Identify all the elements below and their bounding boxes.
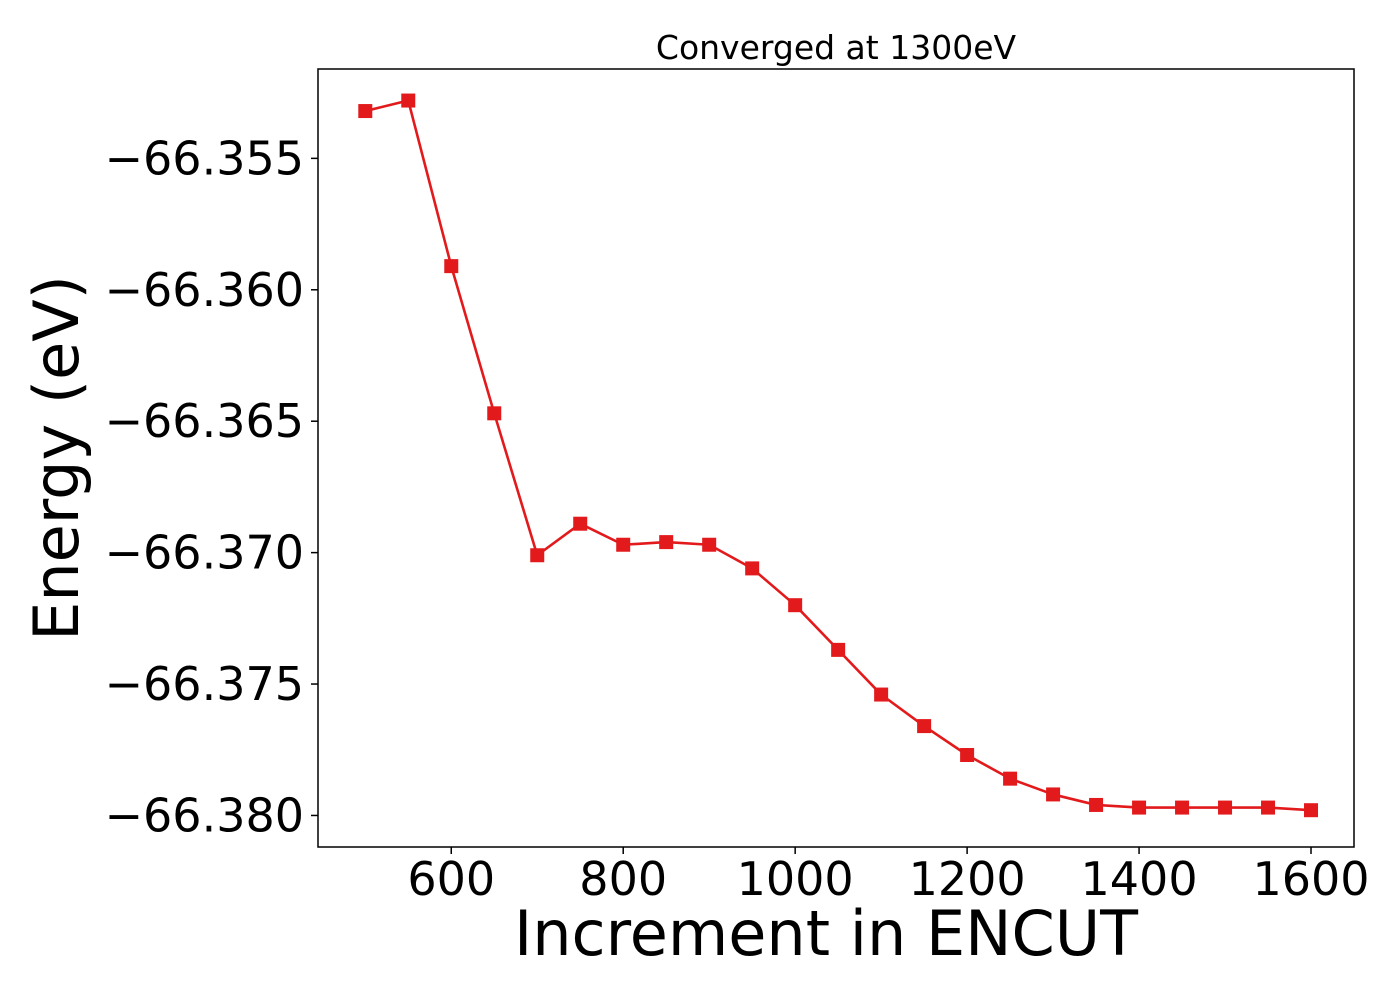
x-tick-label: 800: [579, 852, 667, 906]
data-point-marker: [831, 642, 846, 657]
x-tick-label: 1400: [1081, 852, 1198, 906]
series-layer: [358, 93, 1319, 818]
x-tick-label: 600: [407, 852, 495, 906]
data-point-marker: [616, 537, 631, 552]
y-tick-label: −66.365: [105, 394, 305, 448]
x-axis-label: Increment in ENCUT: [514, 897, 1139, 970]
data-point-marker: [444, 259, 459, 274]
data-point-marker: [1261, 800, 1276, 815]
y-tick-label: −66.380: [105, 788, 305, 842]
y-tick-label: −66.375: [105, 657, 305, 711]
data-point-marker: [1304, 803, 1319, 818]
data-point-marker: [702, 537, 717, 552]
x-tick-label: 1200: [909, 852, 1026, 906]
data-point-marker: [530, 548, 545, 563]
data-point-marker: [1218, 800, 1233, 815]
y-tick-label: −66.370: [105, 526, 305, 580]
data-point-marker: [1132, 800, 1147, 815]
data-point-marker: [1175, 800, 1190, 815]
y-axis-label: Energy (eV): [20, 275, 93, 641]
data-point-marker: [874, 687, 889, 702]
data-point-marker: [917, 719, 932, 734]
x-axis-ticks: 600 800 1000 1200 1400 1600: [407, 847, 1370, 906]
chart-title: Converged at 1300eV: [656, 28, 1017, 67]
data-point-marker: [358, 104, 373, 119]
data-point-marker: [1089, 797, 1104, 812]
y-tick-label: −66.355: [105, 131, 305, 185]
data-point-marker: [573, 516, 588, 531]
data-point-marker: [1003, 771, 1018, 786]
series-line: [364, 99, 1312, 812]
data-point-marker: [960, 748, 975, 763]
y-tick-label: −66.360: [105, 263, 305, 317]
data-point-marker: [401, 93, 416, 108]
data-point-marker: [487, 406, 502, 421]
y-axis-ticks: −66.355 −66.360 −66.365 −66.370 −66.375 −66.3…: [105, 131, 318, 842]
data-point-marker: [1046, 787, 1061, 802]
data-point-marker: [659, 535, 674, 550]
x-tick-label: 1600: [1252, 852, 1369, 906]
data-point-marker: [788, 598, 803, 613]
x-tick-label: 1000: [737, 852, 854, 906]
data-point-marker: [745, 561, 760, 576]
plot-area-frame: [317, 68, 1355, 848]
